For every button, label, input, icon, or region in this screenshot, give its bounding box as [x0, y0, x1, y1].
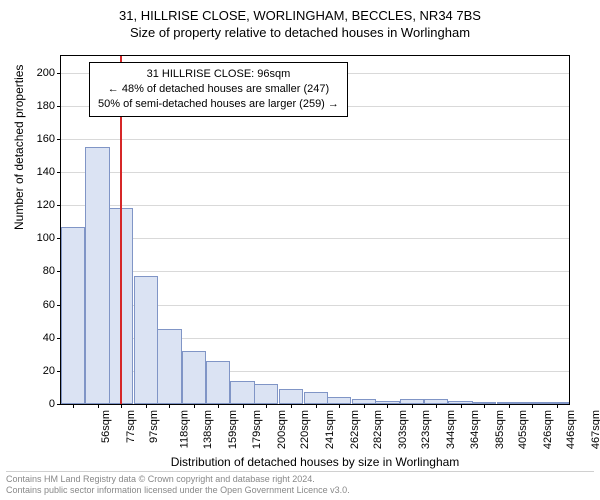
x-tick-label: 220sqm — [299, 410, 311, 449]
x-tick-mark — [291, 404, 292, 408]
histogram-bar — [85, 147, 109, 404]
x-tick-label: 385sqm — [494, 410, 506, 449]
x-tick-mark — [339, 404, 340, 408]
y-tick-label: 200 — [37, 67, 61, 79]
footer-line: Contains public sector information licen… — [6, 485, 594, 496]
x-tick-label: 56sqm — [100, 410, 112, 443]
x-tick-label: 77sqm — [125, 410, 137, 443]
gridline — [61, 172, 569, 173]
x-axis-label: Distribution of detached houses by size … — [60, 455, 570, 469]
histogram-bar — [230, 381, 254, 404]
histogram-bar — [134, 276, 158, 404]
x-tick-mark — [387, 404, 388, 408]
x-tick-label: 138sqm — [203, 410, 215, 449]
x-tick-label: 262sqm — [349, 410, 361, 449]
annotation-line: 31 HILLRISE CLOSE: 96sqm — [98, 67, 339, 82]
histogram-bar — [182, 351, 206, 404]
gridline — [61, 139, 569, 140]
x-tick-label: 323sqm — [421, 410, 433, 449]
x-tick-mark — [557, 404, 558, 408]
x-tick-label: 303sqm — [397, 410, 409, 449]
histogram-bar — [327, 397, 351, 404]
histogram-bar — [206, 361, 230, 404]
x-tick-label: 426sqm — [542, 410, 554, 449]
x-tick-mark — [218, 404, 219, 408]
x-tick-mark — [266, 404, 267, 408]
y-tick-label: 60 — [43, 299, 61, 311]
footer-attribution: Contains HM Land Registry data © Crown c… — [6, 471, 594, 496]
histogram-bar — [279, 389, 303, 404]
y-tick-label: 40 — [43, 332, 61, 344]
x-tick-mark — [484, 404, 485, 408]
x-tick-label: 364sqm — [469, 410, 481, 449]
y-tick-label: 120 — [37, 199, 61, 211]
x-tick-label: 179sqm — [251, 410, 263, 449]
x-tick-mark — [461, 404, 462, 408]
gridline — [61, 238, 569, 239]
y-tick-label: 80 — [43, 265, 61, 277]
annotation-box: 31 HILLRISE CLOSE: 96sqm ← 48% of detach… — [89, 62, 348, 117]
x-tick-label: 467sqm — [590, 410, 600, 449]
gridline — [61, 271, 569, 272]
histogram-bar — [61, 227, 85, 404]
x-tick-label: 446sqm — [566, 410, 578, 449]
x-tick-label: 344sqm — [445, 410, 457, 449]
y-tick-label: 20 — [43, 365, 61, 377]
footer-line: Contains HM Land Registry data © Crown c… — [6, 474, 594, 485]
histogram-bar — [304, 392, 328, 404]
x-tick-label: 159sqm — [227, 410, 239, 449]
chart-title-sub: Size of property relative to detached ho… — [0, 23, 600, 40]
y-tick-label: 140 — [37, 166, 61, 178]
annotation-line: 50% of semi-detached houses are larger (… — [98, 97, 339, 112]
chart-title-main: 31, HILLRISE CLOSE, WORLINGHAM, BECCLES,… — [0, 0, 600, 23]
x-tick-label: 200sqm — [276, 410, 288, 449]
x-tick-mark — [243, 404, 244, 408]
x-tick-mark — [194, 404, 195, 408]
x-tick-mark — [121, 404, 122, 408]
histogram-bar — [254, 384, 278, 404]
y-tick-label: 100 — [37, 232, 61, 244]
x-tick-label: 241sqm — [324, 410, 336, 449]
y-tick-label: 180 — [37, 100, 61, 112]
annotation-line: ← 48% of detached houses are smaller (24… — [98, 82, 339, 97]
gridline — [61, 205, 569, 206]
x-tick-mark — [364, 404, 365, 408]
y-tick-label: 160 — [37, 133, 61, 145]
x-tick-mark — [412, 404, 413, 408]
x-tick-mark — [316, 404, 317, 408]
x-tick-mark — [436, 404, 437, 408]
x-tick-mark — [532, 404, 533, 408]
x-tick-label: 282sqm — [372, 410, 384, 449]
x-tick-mark — [98, 404, 99, 408]
plot-area: 02040608010012014016018020056sqm77sqm97s… — [60, 55, 570, 405]
x-tick-mark — [509, 404, 510, 408]
x-tick-mark — [146, 404, 147, 408]
histogram-bar — [157, 329, 181, 404]
y-tick-label: 0 — [49, 398, 61, 410]
x-tick-mark — [169, 404, 170, 408]
x-tick-mark — [73, 404, 74, 408]
x-tick-label: 118sqm — [178, 410, 190, 448]
chart-container: 31, HILLRISE CLOSE, WORLINGHAM, BECCLES,… — [0, 0, 600, 500]
x-tick-label: 405sqm — [517, 410, 529, 449]
y-axis-label: Number of detached properties — [12, 65, 26, 230]
x-tick-label: 97sqm — [148, 410, 160, 443]
